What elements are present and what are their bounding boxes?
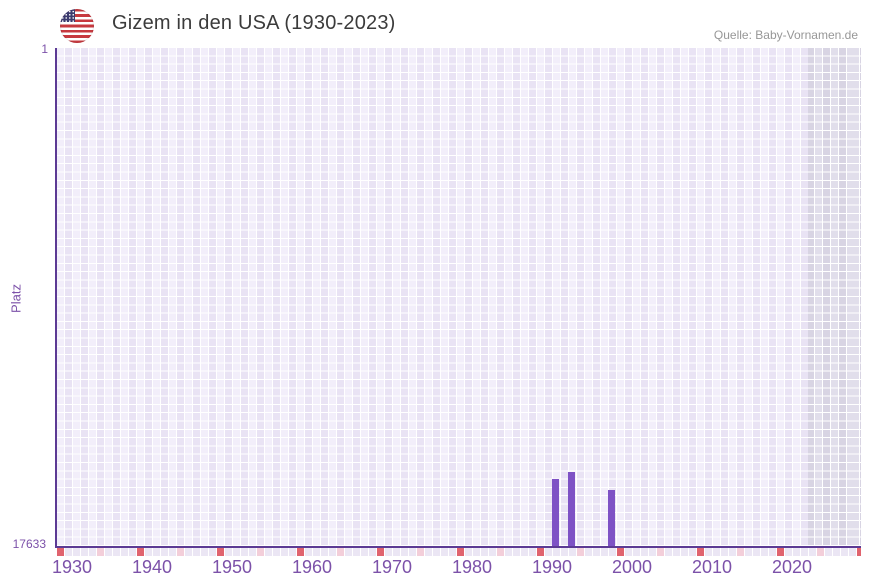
bar-1990[interactable] [552, 479, 559, 546]
bar-1997[interactable] [608, 490, 615, 546]
x-tick-label-1960: 1960 [291, 557, 333, 577]
x-tick-label-1980: 1980 [451, 557, 493, 577]
y-axis-line [55, 48, 57, 548]
y-axis-title: Platz [8, 284, 24, 313]
x-axis-line [55, 546, 861, 548]
source-credit: Quelle: Baby-Vornamen.de [713, 28, 858, 42]
recent-years-shaded-region [808, 48, 861, 546]
x-tick-label-1940: 1940 [131, 557, 173, 577]
chart-grid [57, 48, 861, 546]
x-tick-label-2020: 2020 [771, 557, 813, 577]
y-axis-max-label: 1 [41, 42, 48, 56]
x-tick-label-1950: 1950 [211, 557, 253, 577]
bar-1992[interactable] [568, 472, 575, 546]
x-tick-label-1990: 1990 [531, 557, 573, 577]
x-tick-label-1970: 1970 [371, 557, 413, 577]
flag-canton-stars [60, 9, 75, 23]
x-tick-label-2010: 2010 [691, 557, 733, 577]
us-flag-icon [60, 9, 94, 43]
timeline-strip [57, 548, 861, 556]
y-axis-min-label: 17633 [12, 537, 46, 551]
x-tick-label-1930: 1930 [51, 557, 93, 577]
chart-title: Gizem in den USA (1930-2023) [112, 12, 396, 34]
x-tick-label-2000: 2000 [611, 557, 653, 577]
